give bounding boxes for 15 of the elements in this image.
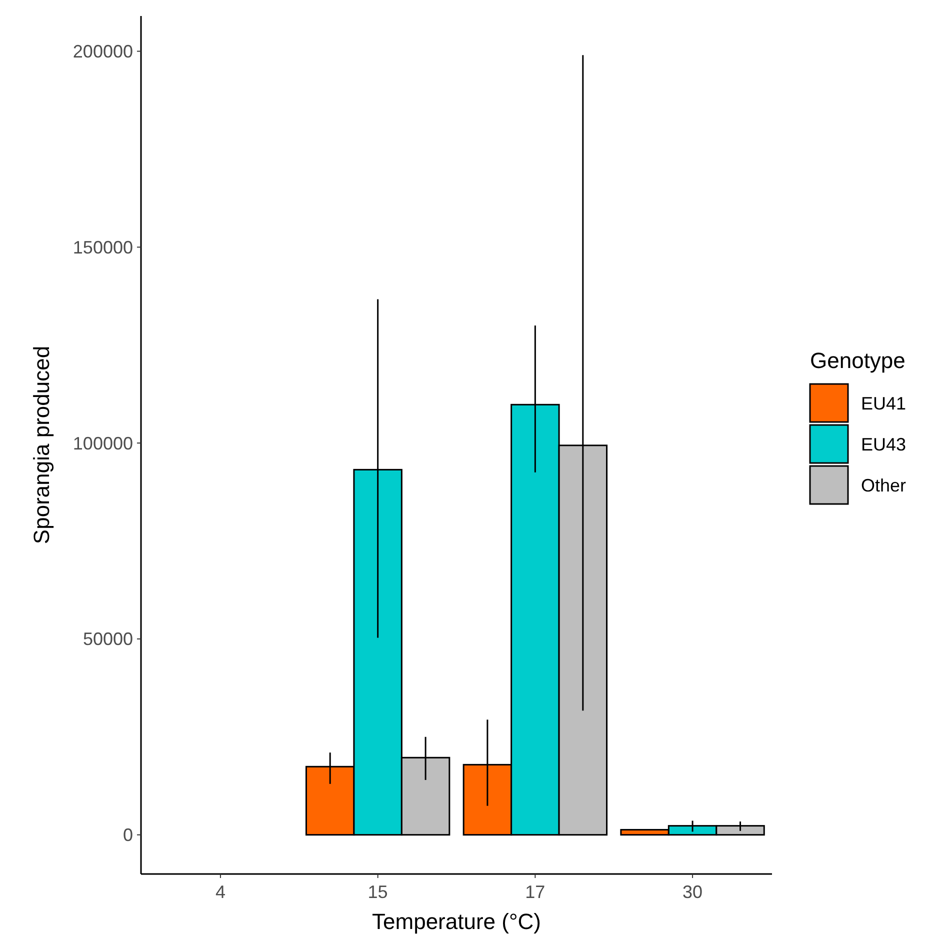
x-axis-title: Temperature (°C) [372, 909, 541, 934]
y-tick-label: 0 [122, 825, 133, 846]
y-tick-label: 50000 [82, 629, 133, 650]
y-tick-label: 200000 [72, 42, 133, 62]
x-tick-label: 4 [215, 882, 226, 902]
x-tick-label: 15 [368, 882, 388, 902]
legend-title: Genotype [810, 348, 906, 373]
y-tick-label: 100000 [72, 433, 133, 454]
legend-label: Other [861, 475, 906, 496]
x-tick-label: 30 [682, 882, 703, 902]
x-tick-label: 17 [525, 882, 546, 902]
y-tick-label: 150000 [72, 237, 133, 258]
legend-label: EU41 [861, 393, 906, 414]
legend-label: EU43 [861, 434, 906, 454]
y-axis-title: Sporangia produced [29, 346, 54, 544]
